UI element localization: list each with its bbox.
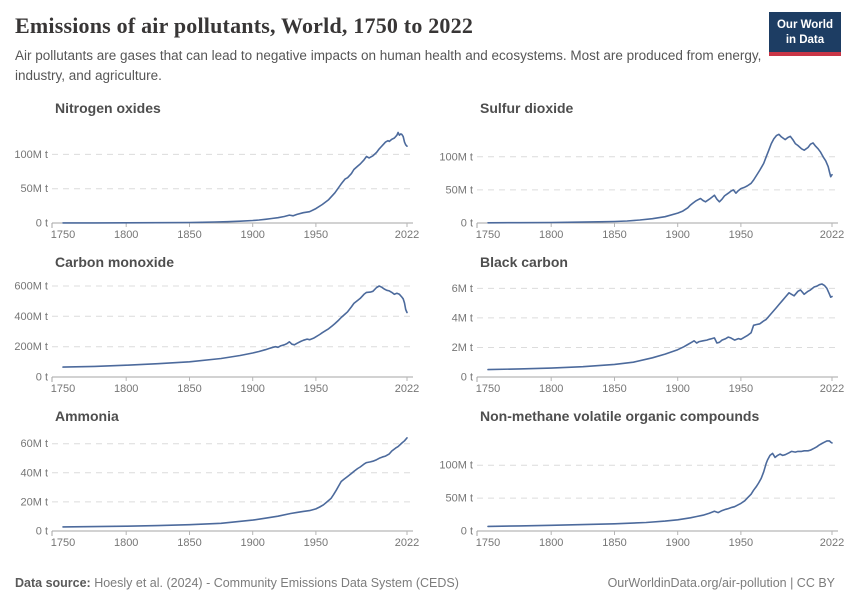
svg-text:1950: 1950 bbox=[729, 537, 753, 549]
panel-title: Ammonia bbox=[55, 407, 119, 424]
svg-text:1800: 1800 bbox=[114, 229, 138, 241]
svg-text:1900: 1900 bbox=[665, 229, 689, 241]
data-source-label: Data source: bbox=[15, 576, 91, 590]
svg-text:1750: 1750 bbox=[51, 537, 75, 549]
svg-text:4M t: 4M t bbox=[452, 312, 473, 324]
svg-text:1900: 1900 bbox=[240, 537, 264, 549]
svg-text:2M t: 2M t bbox=[452, 342, 473, 354]
owid-logo: Our World in Data bbox=[768, 12, 841, 56]
svg-text:1850: 1850 bbox=[602, 537, 626, 549]
svg-text:1750: 1750 bbox=[51, 229, 75, 241]
svg-text:1800: 1800 bbox=[539, 383, 563, 395]
svg-text:1850: 1850 bbox=[177, 229, 201, 241]
logo-line-1: Our World bbox=[776, 19, 833, 31]
svg-text:1850: 1850 bbox=[177, 383, 201, 395]
svg-text:1900: 1900 bbox=[665, 537, 689, 549]
data-source: Data source: Hoesly et al. (2024) - Comm… bbox=[15, 576, 459, 590]
svg-text:60M t: 60M t bbox=[20, 438, 48, 450]
svg-text:50M t: 50M t bbox=[20, 183, 48, 195]
panel-title: Carbon monoxide bbox=[55, 253, 175, 270]
panel-title: Nitrogen oxides bbox=[55, 99, 161, 116]
line-chart: 0 t 200M t 400M t 600M t 1750 1800 1850 1900 195… bbox=[14, 280, 419, 395]
charts-grid: Nitrogen oxides 0 t 50M t 100M t 1750 1800 185… bbox=[0, 92, 850, 554]
svg-text:1950: 1950 bbox=[304, 537, 328, 549]
logo-line-2: in Data bbox=[785, 33, 825, 46]
svg-text:6M t: 6M t bbox=[452, 282, 473, 294]
chart-panel-non-methane-volatile-organic-compounds: Non-methane volatile organic compounds 0 … bbox=[425, 400, 850, 554]
svg-text:2022: 2022 bbox=[820, 229, 844, 241]
chart-panel-black-carbon: Black carbon 0 t 2M t 4M t 6M t 1750 1800 1850 1… bbox=[425, 246, 850, 400]
panel-title: Black carbon bbox=[480, 253, 568, 270]
chart-panel-nitrogen-oxides: Nitrogen oxides 0 t 50M t 100M t 1750 1800 185… bbox=[0, 92, 425, 246]
svg-text:0 t: 0 t bbox=[36, 217, 48, 229]
svg-text:0 t: 0 t bbox=[461, 525, 473, 537]
svg-text:1800: 1800 bbox=[539, 537, 563, 549]
svg-text:40M t: 40M t bbox=[20, 467, 48, 479]
panel-title: Non-methane volatile organic compounds bbox=[480, 407, 760, 424]
data-source-text: Hoesly et al. (2024) - Community Emissio… bbox=[90, 576, 459, 590]
svg-text:1750: 1750 bbox=[51, 383, 75, 395]
svg-text:0 t: 0 t bbox=[36, 371, 48, 383]
svg-text:2022: 2022 bbox=[820, 537, 844, 549]
footer: Data source: Hoesly et al. (2024) - Comm… bbox=[15, 576, 835, 590]
line-chart: 0 t 50M t 100M t 1750 1800 1850 1900 1950 2022 bbox=[439, 439, 844, 549]
chart-panel-sulfur-dioxide: Sulfur dioxide 0 t 50M t 100M t 1750 1800 1850… bbox=[425, 92, 850, 246]
chart-subtitle: Air pollutants are gases that can lead t… bbox=[15, 48, 762, 84]
svg-text:1750: 1750 bbox=[476, 537, 500, 549]
svg-text:1900: 1900 bbox=[240, 229, 264, 241]
svg-text:400M t: 400M t bbox=[14, 310, 48, 322]
svg-text:50M t: 50M t bbox=[445, 184, 473, 196]
svg-text:1950: 1950 bbox=[729, 229, 753, 241]
owid-url-license: OurWorldinData.org/air-pollution | CC BY bbox=[607, 576, 835, 590]
svg-text:100M t: 100M t bbox=[439, 151, 473, 163]
svg-text:100M t: 100M t bbox=[439, 459, 473, 471]
svg-text:2022: 2022 bbox=[395, 383, 419, 395]
svg-text:1750: 1750 bbox=[476, 383, 500, 395]
svg-text:0 t: 0 t bbox=[461, 371, 473, 383]
svg-text:0 t: 0 t bbox=[36, 525, 48, 537]
svg-text:600M t: 600M t bbox=[14, 280, 48, 292]
svg-text:1900: 1900 bbox=[240, 383, 264, 395]
line-chart: 0 t 2M t 4M t 6M t 1750 1800 1850 1900 1950 2022 bbox=[452, 282, 845, 395]
header: Emissions of air pollutants, World, 1750… bbox=[0, 0, 850, 87]
svg-text:1850: 1850 bbox=[602, 229, 626, 241]
line-chart: 0 t 20M t 40M t 60M t 1750 1800 1850 1900 1950 20… bbox=[20, 436, 419, 549]
line-chart: 0 t 50M t 100M t 1750 1800 1850 1900 1950 2022 bbox=[14, 131, 419, 241]
svg-text:2022: 2022 bbox=[395, 229, 419, 241]
panel-title: Sulfur dioxide bbox=[480, 99, 574, 116]
svg-text:100M t: 100M t bbox=[14, 148, 48, 160]
svg-text:1950: 1950 bbox=[729, 383, 753, 395]
svg-text:1800: 1800 bbox=[114, 537, 138, 549]
svg-text:50M t: 50M t bbox=[445, 492, 473, 504]
svg-text:2022: 2022 bbox=[395, 537, 419, 549]
svg-text:1850: 1850 bbox=[602, 383, 626, 395]
svg-text:1800: 1800 bbox=[114, 383, 138, 395]
svg-text:1850: 1850 bbox=[177, 537, 201, 549]
page-title: Emissions of air pollutants, World, 1750… bbox=[15, 13, 474, 38]
svg-text:1900: 1900 bbox=[665, 383, 689, 395]
chart-panel-ammonia: Ammonia 0 t 20M t 40M t 60M t 1750 1800 1850 190… bbox=[0, 400, 425, 554]
svg-text:1800: 1800 bbox=[539, 229, 563, 241]
svg-text:1750: 1750 bbox=[476, 229, 500, 241]
line-chart: 0 t 50M t 100M t 1750 1800 1850 1900 1950 2022 bbox=[439, 133, 844, 241]
svg-text:200M t: 200M t bbox=[14, 341, 48, 353]
svg-text:2022: 2022 bbox=[820, 383, 844, 395]
svg-text:0 t: 0 t bbox=[461, 217, 473, 229]
svg-text:20M t: 20M t bbox=[20, 496, 48, 508]
svg-text:1950: 1950 bbox=[304, 229, 328, 241]
svg-text:1950: 1950 bbox=[304, 383, 328, 395]
chart-panel-carbon-monoxide: Carbon monoxide 0 t 200M t 400M t 600M t 1750… bbox=[0, 246, 425, 400]
